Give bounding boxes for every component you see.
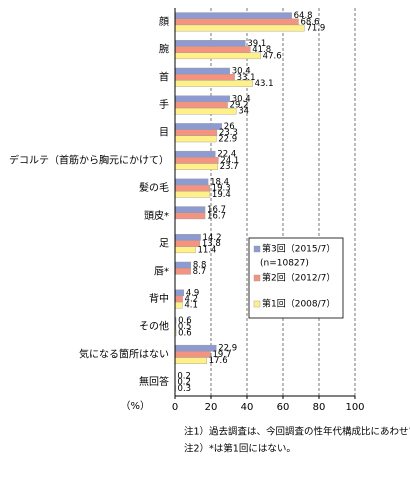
y-tick-label: 頭皮*	[144, 209, 169, 222]
bar	[175, 179, 208, 185]
legend-swatch	[254, 246, 260, 252]
bar	[175, 53, 261, 59]
x-tick-label: 0	[172, 402, 178, 413]
bar	[175, 74, 235, 80]
legend-label: 第2回（2012/7）	[262, 272, 335, 284]
note: 注2）*は第1回にはない。	[184, 443, 296, 455]
value-label: 23.7	[220, 162, 239, 172]
bar	[175, 296, 183, 302]
x-tick-label: 80	[313, 402, 326, 413]
y-tick-label: 気になる箇所はない	[79, 347, 169, 360]
y-tick-label: その他	[139, 320, 169, 333]
bar	[175, 25, 304, 31]
value-label: 47.6	[263, 51, 282, 61]
x-tick-label: 100	[345, 402, 364, 413]
bar	[175, 302, 182, 308]
bar	[175, 262, 191, 268]
legend-swatch	[254, 275, 260, 281]
y-tick-label: デコルテ（首筋から胸元にかけて）	[9, 153, 169, 166]
y-tick-label: 目	[159, 128, 169, 139]
value-label: 11.4	[198, 245, 217, 255]
y-tick-label: 首	[159, 70, 169, 83]
value-label: 17.6	[209, 356, 228, 366]
x-tick-label: 60	[277, 402, 290, 413]
legend-label: 第1回（2008/7）	[262, 298, 335, 310]
bar	[175, 234, 201, 240]
value-label: 4.1	[184, 301, 198, 311]
y-tick-label: 背中	[149, 292, 169, 305]
bar	[175, 46, 250, 52]
value-label: 19.4	[212, 190, 231, 200]
legend-swatch	[254, 301, 260, 307]
y-tick-label: 足	[159, 238, 169, 250]
bar	[175, 102, 228, 108]
bar	[175, 68, 230, 74]
y-tick-label: 髪の毛	[139, 182, 169, 194]
bar	[175, 185, 210, 191]
value-label: 0.3	[178, 384, 192, 394]
x-tick-label: 40	[241, 402, 254, 413]
bar	[175, 268, 191, 274]
bar	[175, 80, 253, 86]
bar	[175, 40, 245, 46]
bar	[175, 213, 205, 219]
bar	[175, 130, 217, 136]
x-axis-label: （%）	[120, 400, 150, 412]
bar	[175, 13, 292, 19]
bar	[175, 247, 196, 253]
bar	[175, 191, 210, 197]
bar	[175, 136, 216, 142]
bar	[175, 19, 298, 25]
bar	[175, 290, 184, 296]
value-label: 43.1	[255, 79, 274, 89]
bar	[175, 108, 236, 114]
bar	[175, 164, 218, 170]
x-tick-label: 20	[205, 402, 218, 413]
bar	[175, 151, 215, 157]
y-tick-label: 手	[159, 98, 169, 111]
note: 注1）過去調査は、今回調査の性年代構成比にあわせてウエイトバックした値	[184, 426, 410, 438]
y-tick-label: 顔	[159, 15, 169, 28]
value-label: 16.7	[207, 211, 226, 221]
bar	[175, 358, 207, 364]
value-label: 71.9	[306, 24, 325, 34]
legend-note: (n=10827)	[260, 259, 309, 269]
bar	[175, 240, 200, 246]
value-label: 22.9	[218, 134, 237, 144]
value-label: 8.7	[193, 267, 207, 277]
bar	[175, 96, 230, 102]
bar	[175, 123, 222, 129]
y-tick-label: 腕	[159, 43, 169, 56]
legend-label: 第3回（2015/7）	[262, 243, 335, 255]
bar	[175, 351, 210, 357]
bar	[175, 157, 218, 163]
value-label: 34	[238, 107, 249, 117]
y-tick-label: 唇*	[154, 265, 169, 277]
y-tick-label: 無回答	[139, 375, 169, 388]
bar	[175, 345, 216, 351]
bar	[175, 207, 205, 213]
value-label: 0.6	[178, 328, 192, 338]
